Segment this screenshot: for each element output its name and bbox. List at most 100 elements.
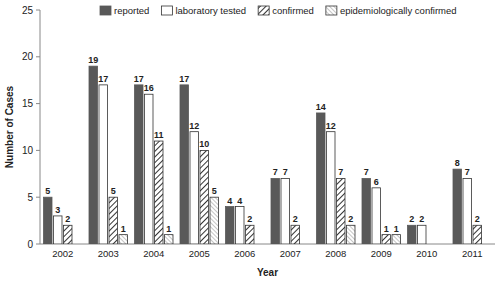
data-label: 7	[338, 167, 343, 177]
bar	[281, 178, 290, 244]
y-tick	[36, 56, 40, 57]
y-tick-label: 25	[22, 5, 34, 16]
bar	[190, 132, 199, 244]
data-label: 1	[394, 224, 399, 234]
bar	[463, 178, 472, 244]
data-label: 1	[384, 224, 389, 234]
bar	[392, 235, 401, 244]
legend: reported laboratory tested confirmed epidem…	[100, 5, 457, 16]
bar	[145, 94, 154, 244]
data-label: 2	[293, 214, 298, 224]
data-label: 11	[154, 130, 164, 140]
bar	[473, 225, 482, 244]
legend-swatch	[258, 6, 269, 15]
bar	[327, 132, 336, 244]
bar	[180, 85, 189, 244]
data-label: 8	[455, 158, 460, 168]
legend-swatch	[161, 6, 172, 15]
bar	[236, 207, 245, 244]
bar	[99, 85, 108, 244]
x-tick-label: 2008	[325, 248, 346, 259]
bar	[483, 244, 492, 245]
bar	[372, 188, 381, 244]
bar	[135, 85, 144, 244]
data-label: 1	[121, 224, 126, 234]
x-tick-label: 2007	[280, 248, 301, 259]
bar	[64, 225, 73, 244]
x-tick-label: 2002	[52, 248, 73, 259]
y-tick-label: 5	[27, 192, 33, 203]
data-label: 10	[199, 139, 209, 149]
x-axis	[40, 244, 495, 245]
bar	[210, 197, 219, 244]
data-label: 5	[111, 186, 116, 196]
bar	[165, 235, 174, 244]
bars	[44, 66, 482, 244]
bar	[337, 178, 346, 244]
y-axis	[40, 10, 41, 244]
y-tick	[36, 197, 40, 198]
legend-swatch	[100, 6, 111, 15]
bar	[155, 141, 164, 244]
y-tick-label: 20	[22, 51, 34, 62]
y-tick	[36, 244, 40, 245]
x-tick-label: 2011	[462, 248, 482, 259]
x-tick-label: 2003	[98, 248, 119, 259]
data-label: 14	[316, 102, 326, 112]
data-label: 7	[273, 167, 278, 177]
bar	[256, 244, 265, 245]
y-tick-label: 0	[27, 239, 33, 250]
data-label: 2	[409, 214, 414, 224]
data-label: 5	[212, 186, 217, 196]
y-tick-label: 10	[22, 145, 34, 156]
y-tick	[36, 150, 40, 151]
bar	[382, 235, 391, 244]
x-tick-label: 2009	[371, 248, 392, 259]
data-label: 12	[326, 121, 336, 131]
bar	[317, 113, 326, 244]
data-label: 2	[348, 214, 353, 224]
data-label: 16	[144, 83, 154, 93]
bar	[119, 235, 128, 244]
bar	[418, 225, 427, 244]
x-tick-label: 2005	[189, 248, 210, 259]
bar	[347, 225, 356, 244]
bar	[54, 216, 63, 244]
y-tick	[36, 10, 40, 11]
bar	[89, 66, 98, 244]
legend-label: epidemiologically confirmed	[340, 5, 457, 16]
legend-label: confirmed	[272, 5, 314, 16]
legend-label: laboratory tested	[175, 5, 246, 16]
data-label: 17	[179, 74, 189, 84]
bar	[109, 197, 118, 244]
data-label: 4	[227, 196, 232, 206]
legend-label: reported	[114, 5, 149, 16]
y-tick-label: 15	[22, 98, 34, 109]
data-label: 1	[166, 224, 171, 234]
data-label: 17	[134, 74, 144, 84]
x-axis-title: Year	[257, 267, 278, 278]
bar	[291, 225, 300, 244]
data-label: 7	[465, 167, 470, 177]
bar	[438, 244, 447, 245]
data-label: 17	[98, 74, 108, 84]
bar	[362, 178, 371, 244]
bar	[44, 197, 53, 244]
bar	[200, 150, 209, 244]
y-tick	[36, 103, 40, 104]
data-labels: 5321917511716111171210544277214127276112…	[45, 55, 480, 233]
bar	[301, 244, 310, 245]
bar	[271, 178, 280, 244]
x-tick-label: 2010	[416, 248, 437, 259]
chart: 0510152025532191751171611117121054427721…	[0, 0, 500, 283]
x-tick-label: 2006	[234, 248, 255, 259]
data-label: 3	[55, 205, 60, 215]
y-axis-title: Number of Cases	[4, 85, 15, 168]
bar	[408, 225, 417, 244]
data-label: 6	[374, 177, 379, 187]
data-label: 19	[88, 55, 98, 65]
data-label: 7	[283, 167, 288, 177]
data-label: 2	[419, 214, 424, 224]
data-label: 7	[364, 167, 369, 177]
data-label: 12	[189, 121, 199, 131]
